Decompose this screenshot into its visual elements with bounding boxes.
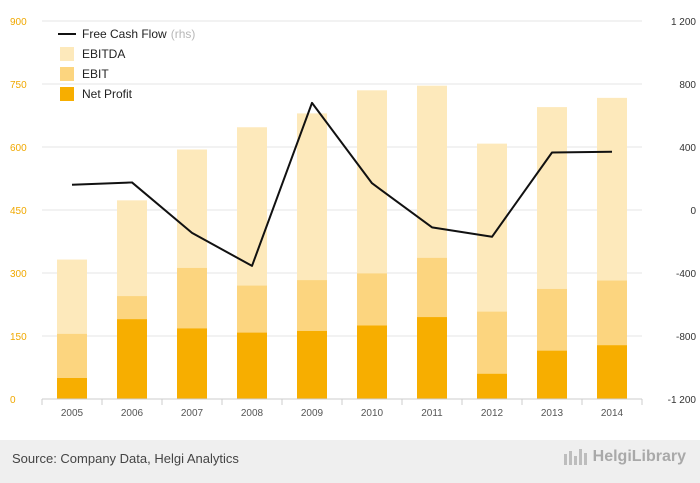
net-profit-bar — [417, 317, 447, 399]
legend-label: EBIT — [82, 67, 109, 81]
right-axis-tick-label: 1 200 — [671, 17, 696, 28]
x-axis-tick-label: 2010 — [361, 408, 384, 419]
net-profit-bar — [57, 378, 87, 399]
brand-name: HelgiLibrary — [592, 448, 686, 465]
net-profit-bar — [177, 328, 207, 399]
left-axis-tick-label: 0 — [10, 395, 16, 406]
free-cash-flow-line — [71, 101, 613, 267]
chart: 0 150 300 450 600 750 900 -1 200 -800 -400 0 400 800… — [10, 17, 697, 419]
right-axis-tick-label: -800 — [676, 332, 696, 343]
legend-label-text: EBITDA — [82, 47, 125, 61]
x-axis-tick-label: 2011 — [421, 408, 443, 419]
x-axis-tick-label: 2008 — [241, 408, 264, 419]
right-axis-tick-label: 400 — [679, 143, 696, 154]
left-axis-tick-label: 750 — [10, 80, 27, 91]
net-profit-bar — [237, 332, 267, 399]
library-icon — [563, 449, 587, 465]
x-axis-tick-label: 2009 — [301, 408, 324, 419]
legend-label-text: Net Profit — [82, 87, 133, 101]
legend-label: Free Cash Flow (rhs) — [82, 27, 195, 41]
net-profit-bar — [357, 325, 387, 399]
right-axis-tick-label: -400 — [676, 269, 696, 280]
x-axis-tick-label: 2005 — [61, 408, 84, 419]
net-profit-bar — [537, 350, 567, 399]
x-axis-tick-label: 2007 — [181, 408, 204, 419]
legend-label-text: Free Cash Flow — [82, 27, 167, 41]
legend-swatch — [60, 67, 74, 81]
net-profit-bar — [117, 319, 147, 399]
x-axis-tick-label: 2014 — [601, 408, 624, 419]
source-note: Source: Company Data, Helgi Analytics — [12, 451, 239, 466]
right-axis-tick-label: 800 — [679, 80, 696, 91]
left-axis-tick-label: 300 — [10, 269, 27, 280]
legend-label: EBITDA — [82, 47, 125, 61]
left-axis-tick-label: 900 — [10, 17, 27, 28]
net-profit-bar — [477, 373, 507, 399]
left-axis-tick-label: 450 — [10, 206, 27, 217]
footer: Source: Company Data, Helgi Analytics He… — [0, 440, 700, 483]
x-axis-tick-label: 2013 — [541, 408, 564, 419]
legend-label-text: EBIT — [82, 67, 109, 81]
brand-logo: HelgiLibrary — [563, 448, 686, 466]
legend-label-suffix: (rhs) — [171, 27, 196, 41]
left-axis-tick-label: 150 — [10, 332, 27, 343]
legend-swatch — [60, 87, 74, 101]
left-axis-tick-label: 600 — [10, 143, 27, 154]
legend-swatch — [60, 47, 74, 61]
right-axis-tick-label: 0 — [690, 206, 696, 217]
net-profit-bar — [297, 330, 327, 399]
chart-area: 0 150 300 450 600 750 900 -1 200 -800 -400 0 400 800… — [10, 17, 697, 419]
legend-label: Net Profit — [82, 87, 133, 101]
right-axis-tick-label: -1 200 — [668, 395, 697, 406]
x-axis-tick-label: 2012 — [481, 408, 504, 419]
x-axis-tick-label: 2006 — [121, 408, 144, 419]
net-profit-bar — [597, 345, 627, 399]
